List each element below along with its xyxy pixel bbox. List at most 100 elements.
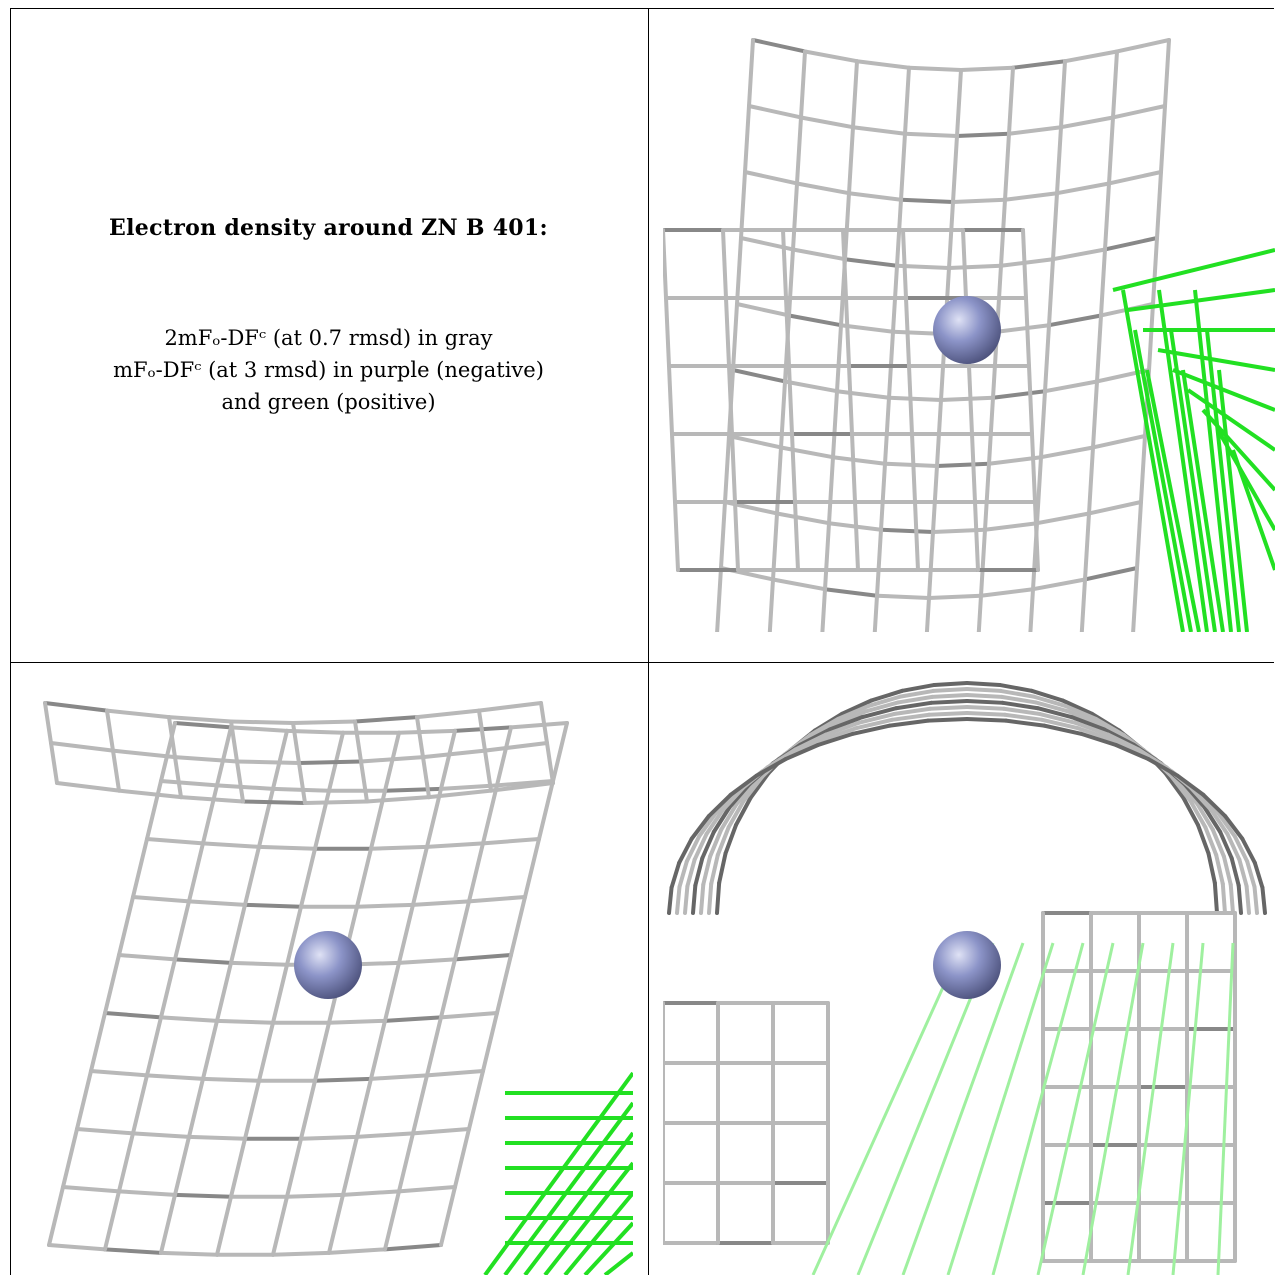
mesh-segment	[103, 1011, 163, 1020]
mesh-segment	[509, 721, 569, 730]
mesh-segment	[1059, 59, 1067, 130]
mesh-segment	[495, 953, 513, 1015]
mesh-segment	[1223, 814, 1245, 841]
mesh-segment	[854, 717, 894, 731]
mesh-segment	[131, 895, 191, 904]
mesh-segment	[872, 593, 879, 632]
mesh-segment	[313, 1020, 331, 1083]
mesh-segment	[453, 953, 513, 962]
mesh-segment	[285, 1192, 345, 1199]
mesh-segment	[439, 728, 457, 791]
mesh-segment	[383, 1015, 443, 1023]
mesh-segment	[869, 688, 905, 703]
mesh-segment	[991, 942, 1085, 1275]
mesh-segment	[61, 1185, 121, 1194]
mesh-segment	[677, 836, 694, 865]
mesh-segment	[1228, 882, 1235, 915]
mesh-segment	[843, 257, 899, 268]
mesh-segment	[1003, 131, 1011, 202]
mesh-segment	[735, 236, 743, 306]
mesh-segment	[603, 1251, 633, 1275]
mesh-segment	[1033, 500, 1040, 572]
mesh-segment	[1043, 323, 1051, 394]
mesh-segment	[1047, 313, 1103, 328]
mesh-segment	[1031, 694, 1068, 709]
mesh-segment	[1033, 700, 1071, 714]
mesh-segment	[781, 228, 788, 300]
mesh-segment	[545, 741, 555, 785]
mesh-segment	[1051, 191, 1059, 262]
mesh-segment	[707, 881, 714, 915]
mesh-segment	[692, 832, 709, 862]
mesh-segment	[1069, 715, 1106, 732]
mesh-segment	[1003, 191, 1059, 202]
mesh-segment	[383, 730, 401, 793]
mesh-segment	[827, 455, 835, 526]
mesh-segment	[1133, 329, 1193, 632]
mesh-segment	[365, 795, 431, 804]
mesh-segment	[145, 1073, 205, 1081]
mesh-segment	[1159, 104, 1167, 174]
mesh-segment	[1171, 942, 1205, 1275]
mesh-segment	[1115, 38, 1171, 54]
mesh-segment	[675, 884, 682, 915]
mesh-segment	[483, 748, 493, 793]
zinc-atom	[933, 931, 1001, 999]
mesh-segment	[1182, 781, 1207, 809]
mesh-segment	[397, 957, 457, 965]
mesh-segment	[103, 1247, 163, 1255]
mesh-segment	[117, 788, 183, 800]
mesh-segment	[1188, 799, 1208, 830]
mesh-segment	[215, 1194, 233, 1257]
mesh-segment	[229, 902, 247, 965]
mesh-segment	[663, 228, 668, 300]
mesh-segment	[187, 841, 205, 904]
mesh-segment	[711, 805, 732, 834]
mesh-segment	[477, 708, 487, 753]
mesh-segment	[779, 379, 787, 450]
mesh-segment	[787, 247, 795, 318]
mesh-segment	[727, 364, 734, 436]
mesh-segment	[1175, 773, 1206, 797]
mesh-segment	[1126, 942, 1175, 1275]
mesh-segment	[783, 379, 839, 394]
mesh-segment	[979, 527, 987, 598]
mesh-segment	[747, 104, 803, 120]
mesh-segment	[1043, 379, 1099, 394]
caption-legend: 2mFₒ-DFᶜ (at 0.7 rmsd) in gray mFₒ-DFᶜ (…	[10, 322, 647, 418]
mesh-segment	[899, 197, 955, 204]
mesh-segment	[850, 432, 857, 504]
mesh-segment	[983, 521, 1039, 532]
mesh-segment	[835, 389, 891, 400]
mesh-segment	[467, 1069, 485, 1131]
mesh-segment	[111, 748, 121, 793]
mesh-segment	[369, 1018, 387, 1081]
caption-line-positive: and green (positive)	[221, 390, 436, 414]
mesh-segment	[117, 953, 177, 962]
mesh-segment	[105, 708, 171, 720]
mesh-segment	[735, 302, 791, 318]
mesh-segment	[1135, 500, 1143, 570]
mesh-segment	[187, 1134, 247, 1141]
mesh-segment	[369, 844, 429, 851]
mesh-segment	[835, 323, 843, 394]
mesh-segment	[369, 1073, 429, 1081]
mesh-segment	[820, 587, 827, 632]
mesh-segment	[824, 720, 862, 737]
mesh-segment	[145, 1015, 163, 1078]
mesh-segment	[229, 1136, 247, 1199]
mesh-segment	[1139, 434, 1147, 504]
frame-top-rule	[10, 8, 1274, 9]
mesh-segment	[359, 755, 425, 764]
mesh-segment	[991, 389, 1047, 400]
mesh-segment	[901, 228, 908, 300]
mesh-segment	[719, 500, 727, 570]
mesh-segment	[341, 1189, 401, 1197]
mesh-segment	[1035, 511, 1091, 526]
mesh-segment	[1201, 792, 1228, 818]
mesh-segment	[866, 694, 903, 709]
mesh-segment	[1002, 712, 1045, 722]
mesh-segment	[503, 1101, 633, 1275]
mesh-segment	[1176, 778, 1200, 806]
mesh-segment	[860, 706, 899, 720]
